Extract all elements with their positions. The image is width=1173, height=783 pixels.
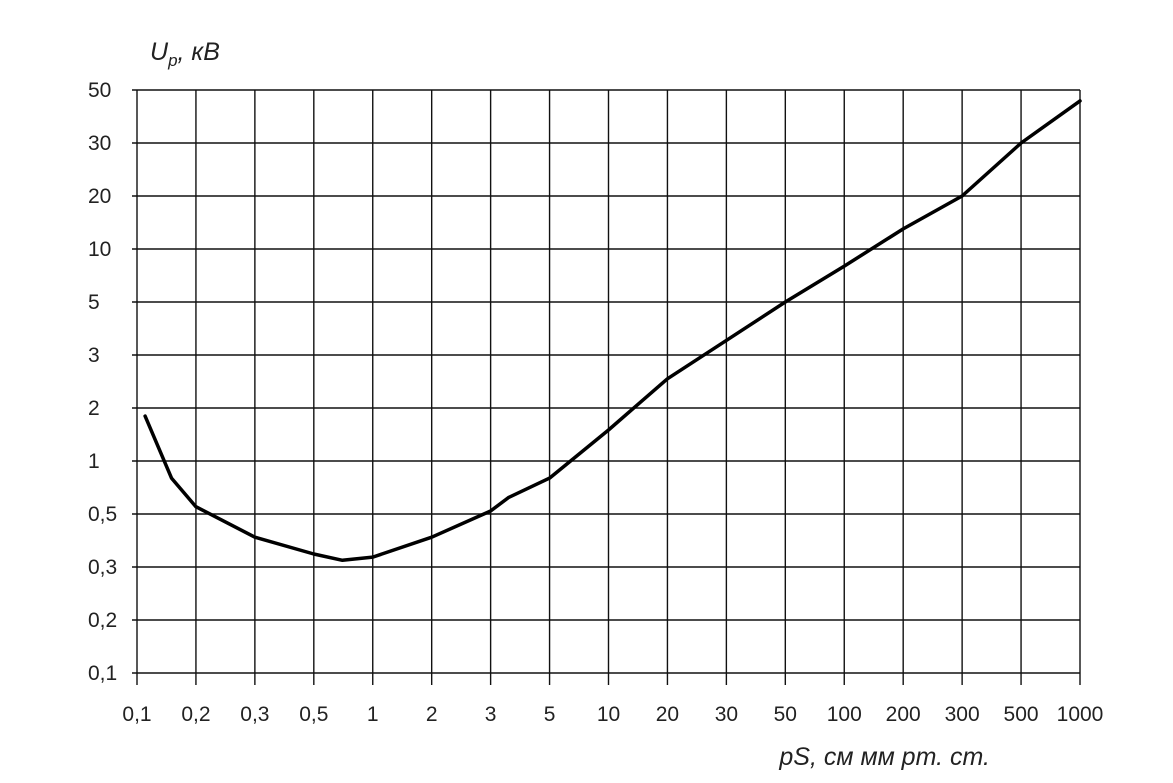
x-tick-label: 0,2 — [181, 703, 210, 726]
y-tick-label: 20 — [88, 185, 111, 208]
x-tick-label: 0,3 — [240, 703, 269, 726]
y-axis-label: Up, кВ — [150, 38, 220, 70]
x-tick-label: 100 — [827, 703, 862, 726]
x-tick-label: 2 — [426, 703, 438, 726]
y-tick-label: 30 — [88, 132, 111, 155]
x-tick-label: 5 — [544, 703, 556, 726]
y-label-main: U — [150, 38, 169, 66]
y-tick-label: 2 — [88, 397, 100, 420]
x-axis-label: pS, см мм рт. ст. — [778, 743, 990, 771]
y-tick-label: 5 — [88, 291, 100, 314]
y-tick-label: 50 — [88, 79, 111, 102]
x-tick-label: 3 — [485, 703, 497, 726]
y-label-rest: , кВ — [178, 38, 220, 66]
x-tick-label: 1000 — [1057, 703, 1104, 726]
curve — [143, 99, 1082, 563]
x-tick-label: 10 — [597, 703, 620, 726]
y-label-sub: p — [167, 51, 177, 70]
x-tick-label: 30 — [715, 703, 738, 726]
x-tick-label: 300 — [945, 703, 980, 726]
x-tick-label: 50 — [774, 703, 797, 726]
y-tick-label: 0,5 — [88, 503, 117, 526]
y-tick-label: 1 — [88, 450, 100, 473]
x-tick-label: 500 — [1004, 703, 1039, 726]
y-tick-label: 3 — [88, 344, 100, 367]
y-tick-label: 0,3 — [88, 556, 117, 579]
y-tick-label: 10 — [88, 238, 111, 261]
y-tick-label: 0,1 — [88, 662, 117, 685]
x-tick-label: 0,5 — [299, 703, 328, 726]
x-tick-label: 200 — [886, 703, 921, 726]
y-tick-label: 0,2 — [88, 609, 117, 632]
x-tick-label: 0,1 — [122, 703, 151, 726]
x-tick-label: 20 — [656, 703, 679, 726]
x-tick-label: 1 — [367, 703, 379, 726]
